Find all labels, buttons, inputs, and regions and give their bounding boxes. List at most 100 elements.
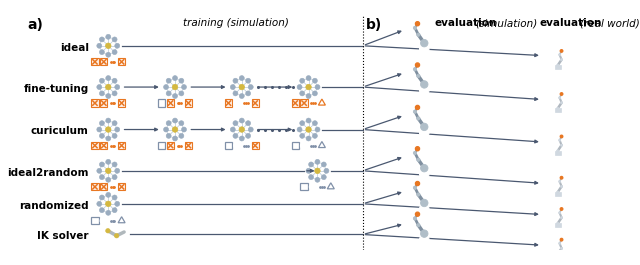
Bar xyxy=(92,58,99,65)
Circle shape xyxy=(415,105,420,109)
Circle shape xyxy=(312,133,317,138)
Bar xyxy=(555,223,561,227)
Circle shape xyxy=(300,78,305,83)
Circle shape xyxy=(164,85,168,90)
Circle shape xyxy=(560,176,563,179)
Bar xyxy=(118,183,125,191)
Circle shape xyxy=(560,208,563,210)
Text: training (simulation): training (simulation) xyxy=(182,18,289,28)
Circle shape xyxy=(559,54,561,56)
Circle shape xyxy=(420,123,428,131)
Circle shape xyxy=(239,94,244,99)
Bar xyxy=(100,58,108,65)
Circle shape xyxy=(115,201,120,206)
Circle shape xyxy=(112,208,117,213)
Circle shape xyxy=(315,85,320,90)
Circle shape xyxy=(561,101,563,104)
Circle shape xyxy=(422,166,426,170)
Circle shape xyxy=(422,125,426,129)
Circle shape xyxy=(99,195,104,200)
Circle shape xyxy=(106,177,111,182)
Circle shape xyxy=(321,162,326,167)
Text: ideal2random: ideal2random xyxy=(7,167,89,178)
Bar xyxy=(185,99,192,107)
Circle shape xyxy=(182,85,186,90)
Circle shape xyxy=(306,76,311,81)
Circle shape xyxy=(422,41,426,45)
Circle shape xyxy=(112,133,117,138)
Circle shape xyxy=(97,168,102,173)
Bar xyxy=(225,99,232,107)
Circle shape xyxy=(415,22,420,26)
Circle shape xyxy=(112,121,117,126)
Circle shape xyxy=(97,43,102,48)
Circle shape xyxy=(166,91,171,96)
Circle shape xyxy=(315,168,320,174)
Bar xyxy=(252,142,259,149)
Circle shape xyxy=(559,242,561,245)
Circle shape xyxy=(420,44,429,54)
Circle shape xyxy=(246,78,251,83)
Bar xyxy=(158,142,165,149)
Circle shape xyxy=(99,50,104,55)
Bar xyxy=(100,142,108,149)
Circle shape xyxy=(246,133,251,138)
Circle shape xyxy=(557,191,559,193)
Bar xyxy=(118,58,125,65)
Circle shape xyxy=(413,26,417,30)
Bar xyxy=(555,254,561,258)
Circle shape xyxy=(306,136,311,141)
Circle shape xyxy=(97,127,102,132)
Text: (simulation): (simulation) xyxy=(475,18,537,28)
Circle shape xyxy=(248,85,253,90)
Circle shape xyxy=(106,159,111,164)
Circle shape xyxy=(420,230,428,237)
Bar xyxy=(555,108,561,112)
Circle shape xyxy=(182,127,186,132)
Circle shape xyxy=(179,78,184,83)
Bar xyxy=(555,151,561,154)
Circle shape xyxy=(112,162,117,167)
Text: evaluation: evaluation xyxy=(435,18,497,28)
Circle shape xyxy=(420,204,429,214)
Circle shape xyxy=(233,121,238,126)
Circle shape xyxy=(106,136,111,141)
Bar xyxy=(225,142,232,149)
Circle shape xyxy=(297,85,302,90)
Circle shape xyxy=(415,63,420,67)
Circle shape xyxy=(306,127,311,132)
Circle shape xyxy=(230,127,236,132)
Circle shape xyxy=(417,74,420,78)
Circle shape xyxy=(99,175,104,180)
Circle shape xyxy=(99,121,104,126)
Polygon shape xyxy=(118,217,125,223)
Circle shape xyxy=(559,180,561,183)
Circle shape xyxy=(234,100,241,107)
Circle shape xyxy=(417,158,420,161)
Circle shape xyxy=(179,121,184,126)
Circle shape xyxy=(306,118,311,123)
Circle shape xyxy=(306,94,311,99)
Circle shape xyxy=(420,86,429,95)
Circle shape xyxy=(420,128,429,138)
Circle shape xyxy=(239,127,244,132)
Circle shape xyxy=(413,151,417,155)
Bar xyxy=(92,183,99,191)
Circle shape xyxy=(561,247,563,250)
Polygon shape xyxy=(319,142,325,148)
Circle shape xyxy=(417,193,420,196)
Circle shape xyxy=(415,182,420,185)
Circle shape xyxy=(420,165,428,172)
Circle shape xyxy=(239,84,244,90)
Circle shape xyxy=(324,168,329,173)
Circle shape xyxy=(230,85,236,90)
Circle shape xyxy=(312,91,317,96)
Circle shape xyxy=(106,52,111,57)
Circle shape xyxy=(417,33,420,36)
Circle shape xyxy=(321,175,326,180)
Bar xyxy=(100,99,108,107)
Circle shape xyxy=(115,85,120,90)
Circle shape xyxy=(99,91,104,96)
Bar xyxy=(167,142,174,149)
Bar xyxy=(185,142,192,149)
